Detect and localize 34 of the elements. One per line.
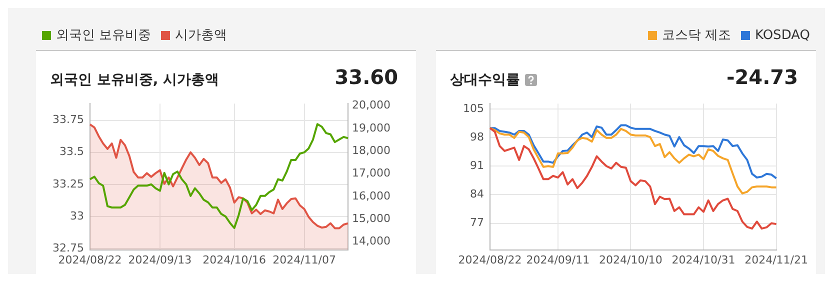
y-tick-label: 33.75 (52, 113, 84, 126)
x-tick-label: 2024/11/07 (272, 253, 336, 266)
chart-subtitle: 33.60 (334, 65, 398, 89)
y2-tick-label: 18,000 (352, 144, 390, 158)
x-tick-label: 2024/09/11 (526, 253, 590, 266)
y2-tick-label: 16,000 (352, 189, 390, 202)
y-tick-label: 33.25 (52, 177, 84, 190)
legend-label: KOSDAQ (755, 28, 810, 42)
legend-label: 시가총액 (175, 27, 228, 44)
legend-label: 외국인 보유비중 (56, 27, 152, 44)
x-tick-label: 2024/10/31 (672, 253, 736, 266)
x-tick-label: 2024/08/22 (58, 253, 122, 266)
x-tick-label: 2024/10/16 (202, 253, 266, 266)
x-tick-label: 2024/11/21 (744, 253, 808, 266)
y-tick-label: 84 (470, 188, 484, 201)
chart-title: 외국인 보유비중, 시가총액 (50, 71, 220, 89)
y2-tick-label: 14,000 (352, 234, 390, 248)
y2-tick-label: 19,000 (352, 121, 390, 134)
chart-title: 상대수익률 (450, 71, 520, 89)
y2-tick-label: 20,000 (352, 98, 390, 112)
y-tick-label: 77 (470, 216, 484, 230)
y-tick-label: 33.5 (60, 145, 84, 158)
y-tick-label: 32.75 (52, 241, 84, 254)
y2-tick-label: 17,000 (352, 166, 390, 180)
y-tick-label: 33 (70, 209, 84, 222)
y-tick-label: 91 (470, 158, 484, 172)
x-tick-label: 2024/08/22 (458, 253, 522, 266)
chart-subtitle: -24.73 (726, 65, 798, 89)
x-tick-label: 2024/10/10 (599, 253, 662, 266)
y2-tick-label: 15,000 (352, 212, 390, 226)
y-tick-label: 98 (470, 130, 484, 144)
x-tick-label: 2024/09/13 (128, 253, 192, 266)
legend-label: 코스닥 제조 (662, 27, 732, 44)
y-tick-label: 105 (463, 102, 484, 115)
